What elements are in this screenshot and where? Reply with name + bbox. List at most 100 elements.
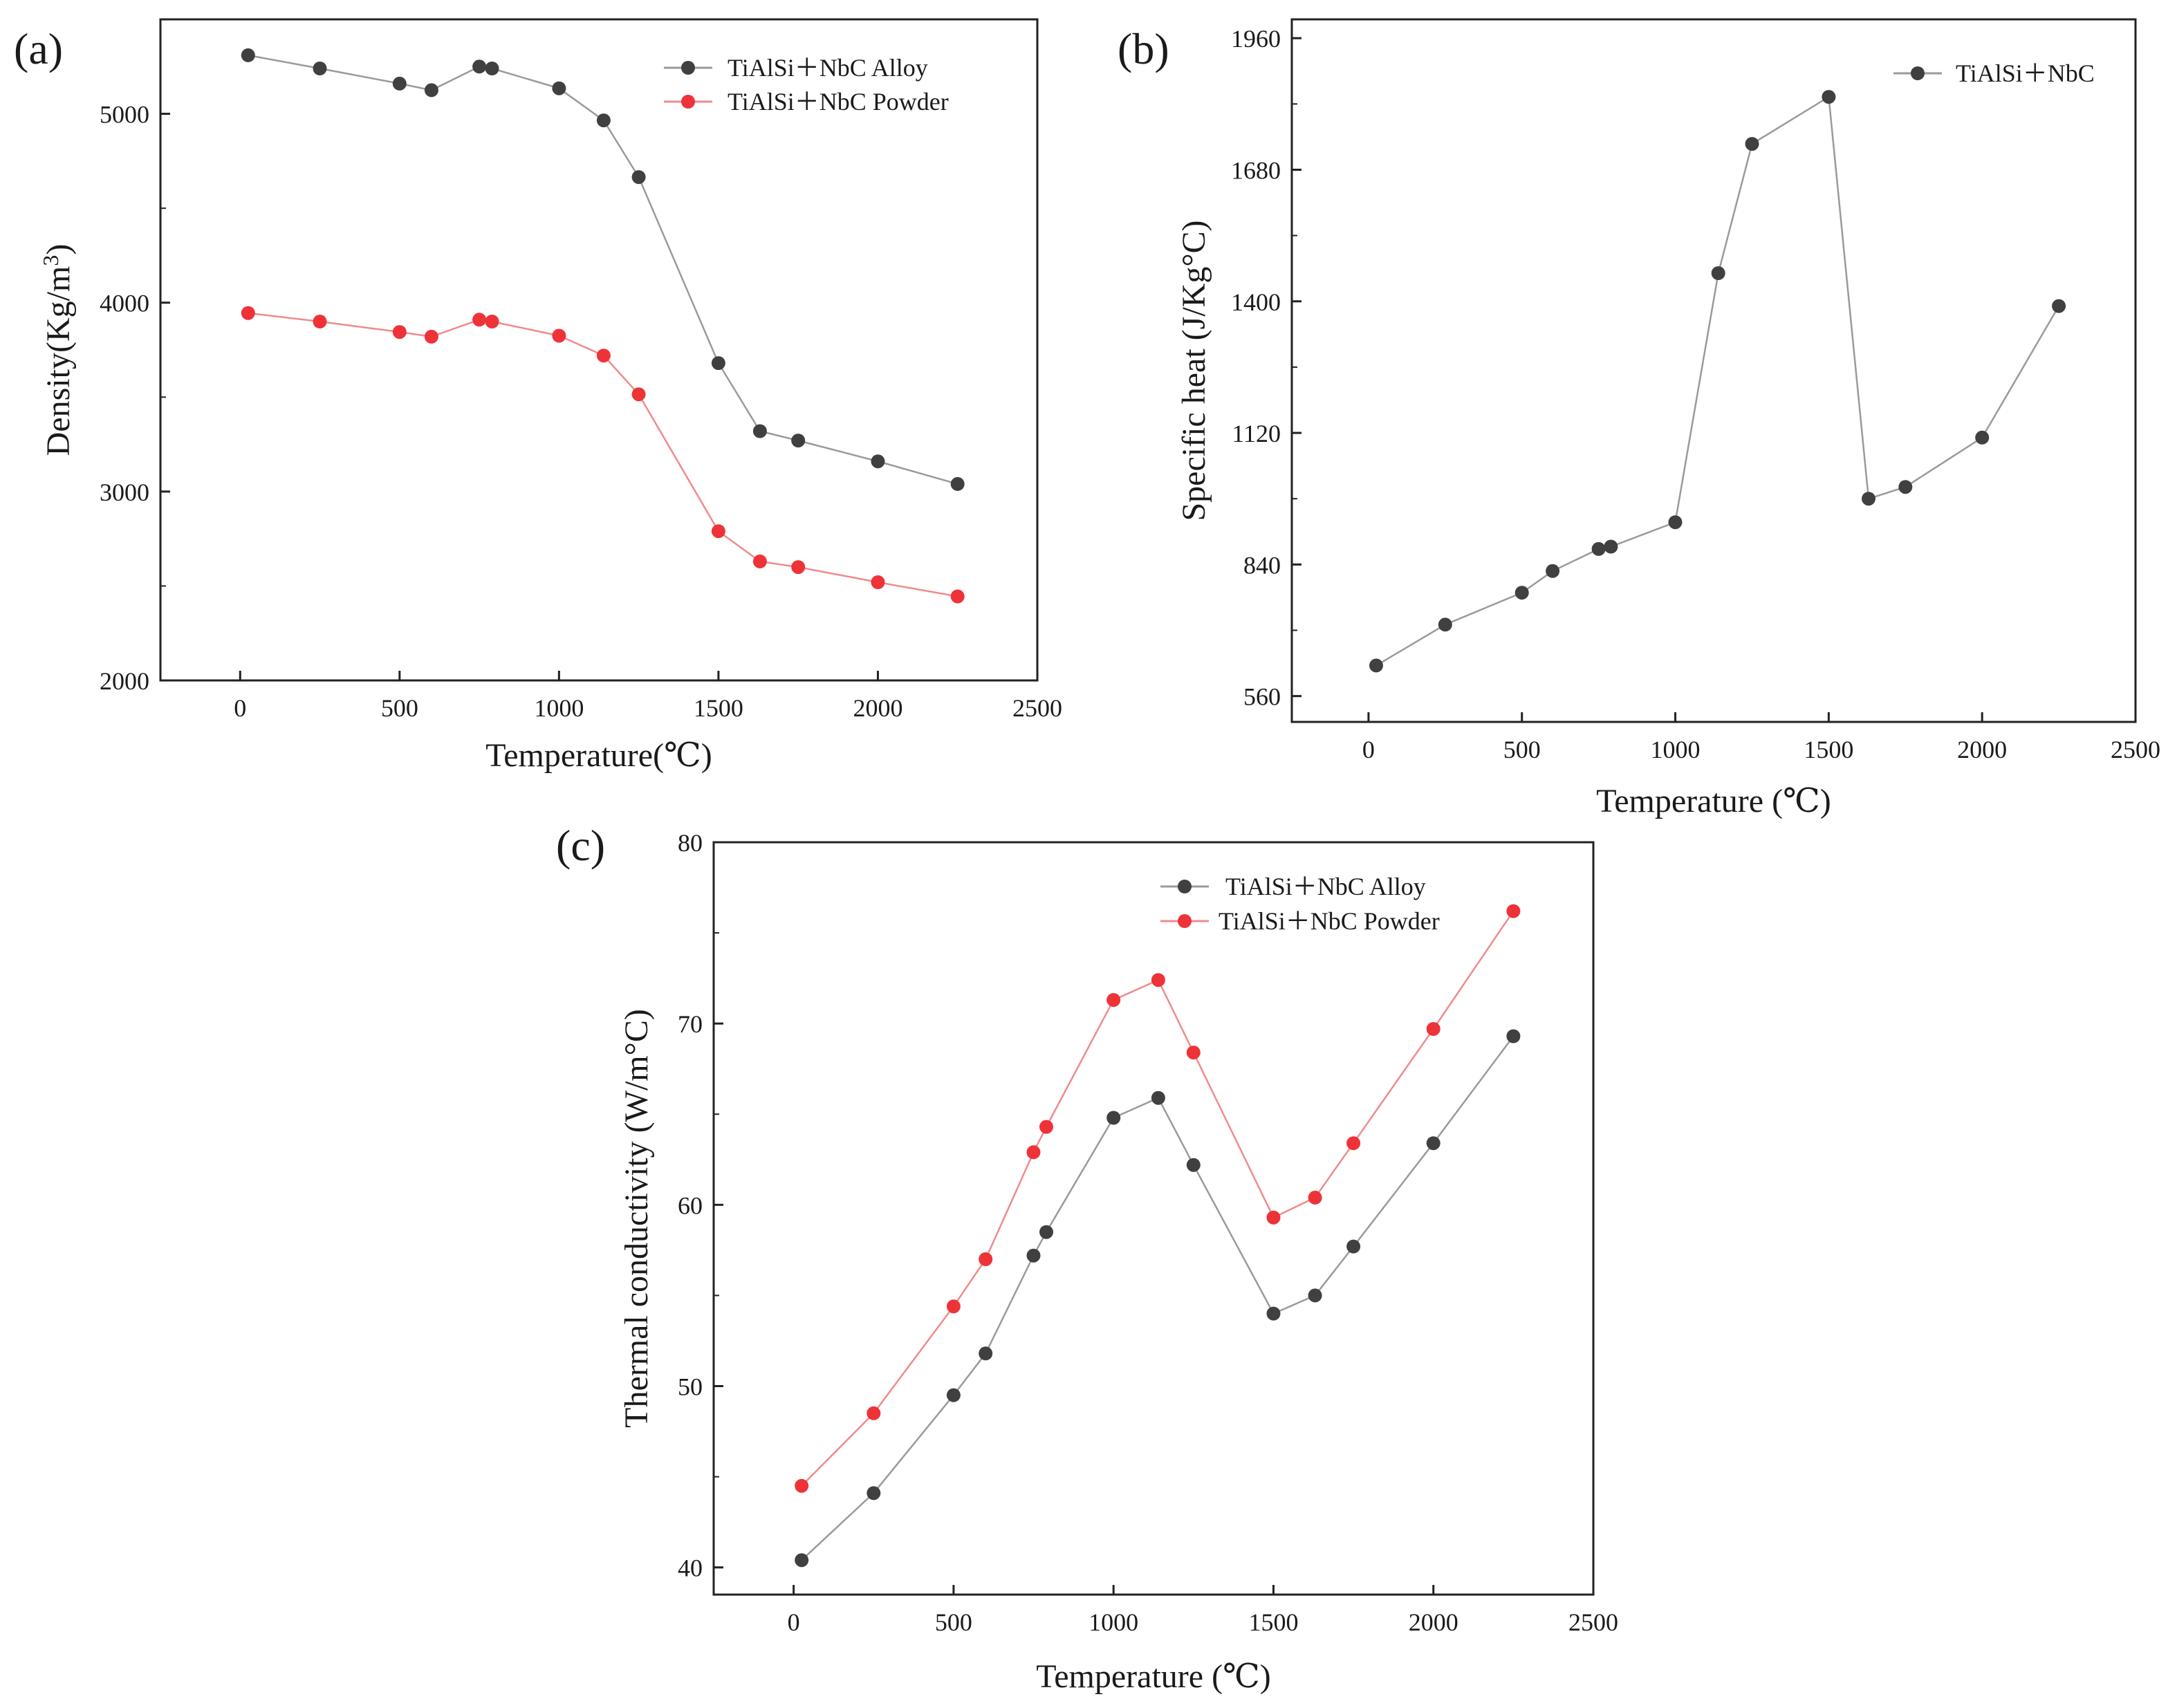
- x-tick-label: 500: [381, 694, 418, 722]
- data-point: [979, 1252, 993, 1266]
- plot-c-y-axis-title: Thermal conductivity (W/m°C): [618, 1009, 655, 1428]
- legend-label-alloy: TiAlSi＋NbC Alloy: [1225, 873, 1426, 900]
- specific-heat-chart-panel: (b) 0 500 1000 1500 2000 2500 560 840 1120 1400 1…: [1118, 18, 2160, 819]
- data-point: [1591, 541, 1606, 556]
- data-point: [1506, 904, 1521, 918]
- x-tick-label: 500: [935, 1608, 972, 1636]
- y-tick-label: 40: [678, 1554, 703, 1582]
- plot-b-series: [1369, 90, 2066, 673]
- data-point: [950, 589, 965, 604]
- data-point: [979, 1346, 993, 1361]
- legend-item-powder: TiAlSi＋NbC Powder: [664, 88, 949, 115]
- data-point: [1186, 1046, 1201, 1060]
- data-point: [1822, 90, 1836, 104]
- data-point: [1106, 993, 1121, 1008]
- data-point: [1308, 1288, 1322, 1303]
- data-point: [596, 349, 611, 363]
- plot-b-y-axis-title: Specific heat (J/Kg°C): [1176, 220, 1212, 521]
- data-point: [791, 560, 806, 575]
- legend-label-powder: TiAlSi＋NbC Powder: [1219, 907, 1440, 935]
- x-tick-label: 1000: [534, 694, 584, 722]
- data-point: [752, 424, 767, 438]
- data-point: [1546, 564, 1560, 578]
- panel-b-label: (b): [1118, 24, 1169, 73]
- x-tick-label: 1000: [1651, 736, 1701, 763]
- data-point: [795, 1478, 809, 1493]
- data-point: [1346, 1136, 1361, 1151]
- y-tick-label: 2000: [100, 667, 149, 695]
- x-tick-label: 1000: [1088, 1608, 1138, 1636]
- data-point: [1026, 1145, 1041, 1160]
- x-tick-label: 2000: [1409, 1608, 1458, 1636]
- y-tick-label: 840: [1243, 551, 1281, 579]
- x-tick-label: 0: [788, 1608, 800, 1636]
- plot-b-frame: [1290, 18, 2137, 723]
- data-point: [867, 1406, 881, 1420]
- plot-a-frame: [159, 18, 1039, 682]
- series-line-1: [801, 1035, 1514, 1561]
- x-tick-label: 2500: [1568, 1608, 1618, 1636]
- x-tick-label: 1500: [1248, 1608, 1298, 1636]
- y-tick-label: 4000: [100, 290, 149, 317]
- legend-marker-powder: [1178, 914, 1192, 928]
- plot-c-frame: [712, 841, 1595, 1596]
- data-point: [313, 62, 327, 75]
- legend-label-tialsi-nbc: TiAlSi＋NbC: [1956, 59, 2095, 87]
- data-point: [946, 1299, 961, 1314]
- data-point: [485, 315, 499, 328]
- data-point: [791, 434, 806, 448]
- data-point: [1369, 658, 1383, 673]
- data-point: [1186, 1158, 1201, 1172]
- data-point: [871, 454, 885, 469]
- data-point: [472, 313, 487, 327]
- panel-a-label: (a): [14, 24, 63, 73]
- legend-item-alloy: TiAlSi＋NbC Alloy: [1160, 873, 1426, 900]
- data-point: [1039, 1120, 1053, 1134]
- plot-c-y-axis: 40 50 60 70 80: [678, 829, 723, 1582]
- plot-a-x-axis: 0 500 1000 1500 2000 2500: [234, 671, 1062, 722]
- y-tick-label: 1120: [1232, 420, 1281, 447]
- legend-item-alloy: TiAlSi＋NbC Alloy: [664, 54, 928, 82]
- data-point: [1346, 1239, 1361, 1254]
- x-tick-label: 1500: [1804, 736, 1853, 763]
- y-tick-label: 60: [678, 1191, 703, 1219]
- data-point: [1026, 1248, 1041, 1263]
- plot-a-y-axis-title: Density(Kg/m3): [38, 244, 77, 456]
- data-point: [946, 1388, 961, 1402]
- data-point: [1266, 1210, 1281, 1225]
- data-point: [711, 524, 725, 539]
- data-point: [631, 170, 646, 185]
- data-point: [1438, 618, 1452, 632]
- data-point: [1151, 1090, 1165, 1105]
- data-point: [1711, 266, 1725, 280]
- data-point: [795, 1553, 809, 1568]
- data-point: [1862, 492, 1875, 506]
- y-tick-label: 1960: [1231, 25, 1281, 53]
- data-point: [1975, 430, 1990, 445]
- data-point: [1668, 515, 1683, 530]
- y-tick-label: 70: [678, 1010, 703, 1038]
- data-point: [950, 476, 965, 491]
- y-tick-label: 1400: [1231, 288, 1281, 316]
- data-point: [424, 329, 438, 344]
- plot-b-x-axis: 0 500 1000 1500 2000 2500: [1362, 712, 2160, 763]
- plot-b-x-axis-title: Temperature (℃): [1596, 783, 1831, 819]
- data-point: [472, 59, 487, 74]
- series-line-2: [801, 910, 1514, 1487]
- legend-item-powder: TiAlSi＋NbC Powder: [1160, 907, 1440, 935]
- legend-item-tialsi-nbc: TiAlSi＋NbC: [1893, 59, 2095, 87]
- data-point: [552, 328, 566, 343]
- data-point: [241, 306, 255, 320]
- x-tick-label: 2000: [1957, 736, 2007, 763]
- legend-marker-alloy: [1178, 880, 1192, 893]
- y-tick-label: 5000: [100, 101, 149, 129]
- data-point: [552, 81, 566, 95]
- y-tick-label: 1680: [1231, 156, 1281, 184]
- x-tick-label: 2500: [1012, 694, 1062, 722]
- legend-marker-tialsi-nbc: [1911, 66, 1925, 80]
- data-point: [1514, 586, 1529, 600]
- data-point: [424, 83, 438, 98]
- data-point: [1426, 1022, 1440, 1036]
- data-point: [1604, 539, 1618, 554]
